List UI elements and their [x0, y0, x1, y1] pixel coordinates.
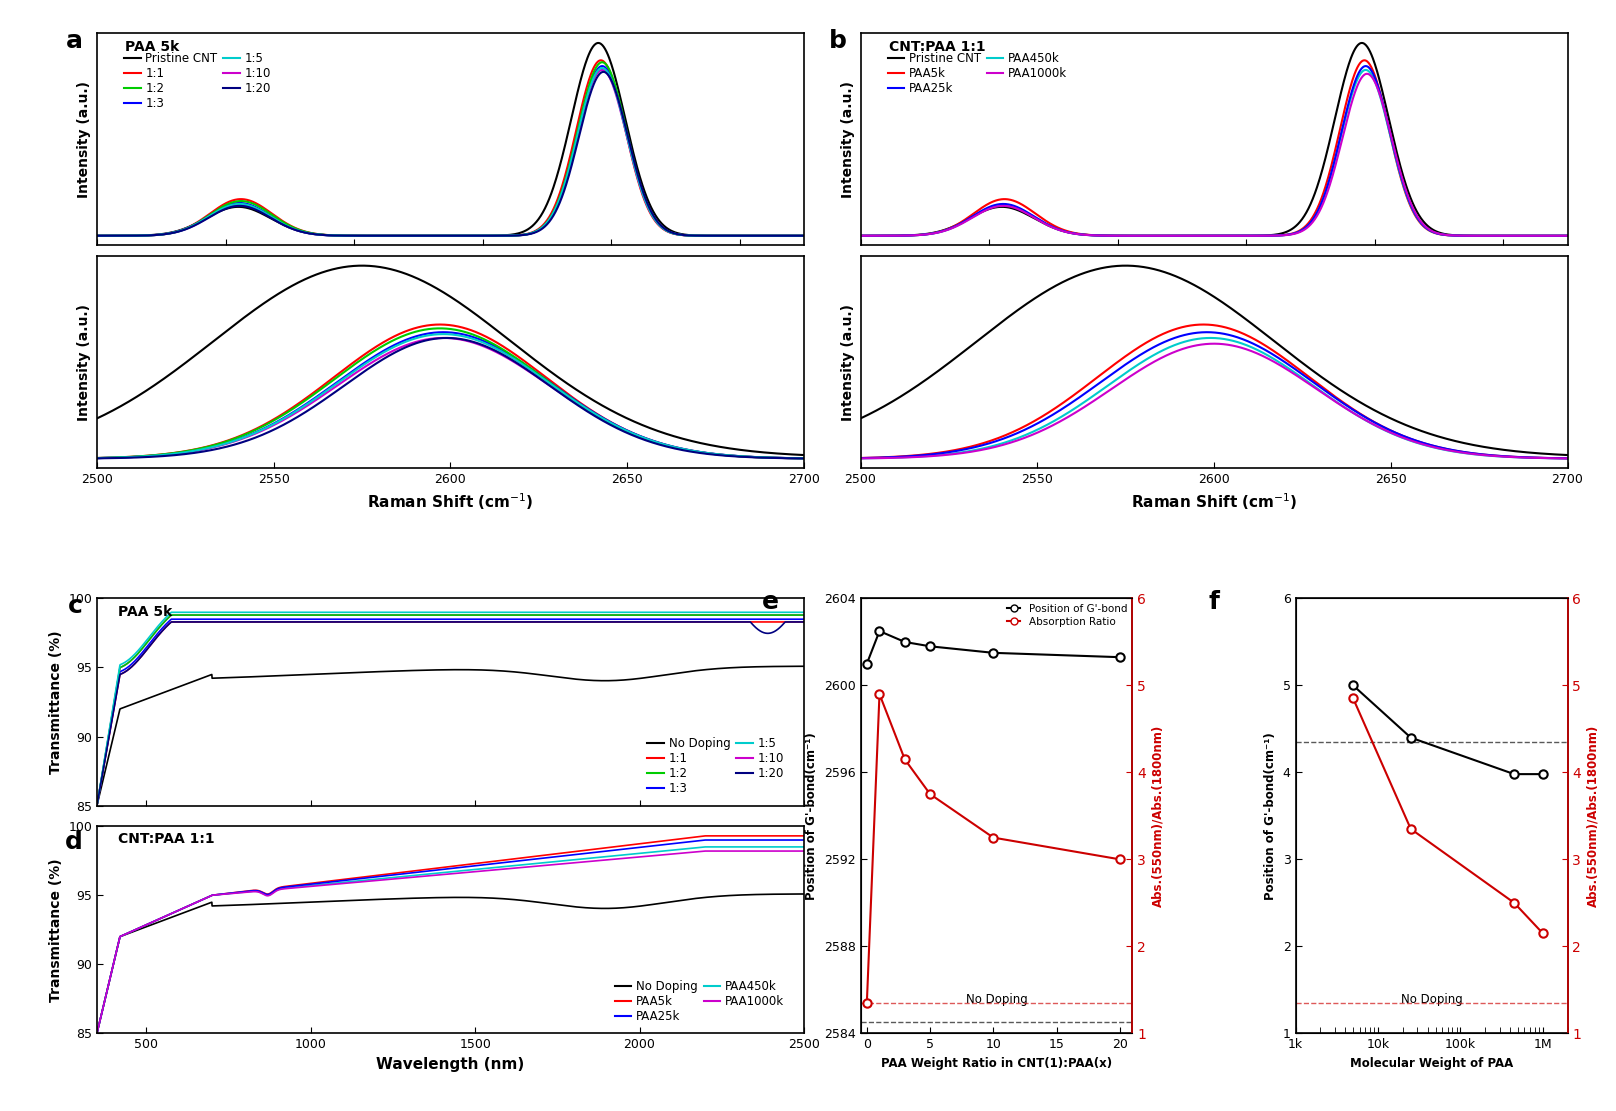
Y-axis label: Abs.(550nm)/Abs.(1800nm): Abs.(550nm)/Abs.(1800nm) [1152, 724, 1165, 907]
Text: PAA 5k: PAA 5k [126, 40, 179, 53]
Y-axis label: Intensity (a.u.): Intensity (a.u.) [78, 303, 92, 421]
Text: d: d [65, 830, 82, 854]
X-axis label: Molecular Weight of PAA: Molecular Weight of PAA [1349, 1057, 1513, 1070]
Text: a: a [66, 29, 82, 53]
Text: b: b [829, 29, 847, 53]
Text: PAA 5k: PAA 5k [118, 604, 173, 619]
Y-axis label: Intensity (a.u.): Intensity (a.u.) [78, 81, 92, 198]
X-axis label: Raman Shift (cm$^{-1}$): Raman Shift (cm$^{-1}$) [1131, 491, 1298, 512]
Text: No Doping: No Doping [1401, 993, 1462, 1005]
Y-axis label: Position of G'-bond(cm⁻¹): Position of G'-bond(cm⁻¹) [1264, 732, 1277, 900]
Y-axis label: Transmittance (%): Transmittance (%) [48, 858, 63, 1001]
Text: e: e [761, 590, 779, 613]
Text: CNT:PAA 1:1: CNT:PAA 1:1 [118, 832, 215, 847]
X-axis label: PAA Weight Ratio in CNT(1):PAA(x): PAA Weight Ratio in CNT(1):PAA(x) [881, 1057, 1112, 1070]
Legend: No Doping, PAA5k, PAA25k, PAA450k, PAA1000k: No Doping, PAA5k, PAA25k, PAA450k, PAA10… [614, 980, 784, 1023]
Text: f: f [1209, 590, 1220, 613]
X-axis label: Wavelength (nm): Wavelength (nm) [377, 1057, 525, 1072]
Legend: Pristine CNT, 1:1, 1:2, 1:3, 1:5, 1:10, 1:20: Pristine CNT, 1:1, 1:2, 1:3, 1:5, 1:10, … [124, 52, 271, 110]
Legend: Position of G'-bond, Absorption Ratio: Position of G'-bond, Absorption Ratio [1007, 603, 1128, 627]
Legend: No Doping, 1:1, 1:2, 1:3, 1:5, 1:10, 1:20: No Doping, 1:1, 1:2, 1:3, 1:5, 1:10, 1:2… [648, 737, 784, 795]
Text: No Doping: No Doping [966, 993, 1028, 1005]
Y-axis label: Intensity (a.u.): Intensity (a.u.) [840, 81, 855, 198]
Legend: Pristine CNT, PAA5k, PAA25k, PAA450k, PAA1000k: Pristine CNT, PAA5k, PAA25k, PAA450k, PA… [887, 52, 1067, 96]
Y-axis label: Transmittance (%): Transmittance (%) [48, 630, 63, 774]
Y-axis label: Abs.(550nm)/Abs.(1800nm): Abs.(550nm)/Abs.(1800nm) [1587, 724, 1600, 907]
Y-axis label: Position of G'-bond(cm⁻¹): Position of G'-bond(cm⁻¹) [805, 732, 818, 900]
Text: CNT:PAA 1:1: CNT:PAA 1:1 [889, 40, 986, 53]
Text: c: c [68, 594, 82, 619]
X-axis label: Raman Shift (cm$^{-1}$): Raman Shift (cm$^{-1}$) [367, 491, 533, 512]
Y-axis label: Intensity (a.u.): Intensity (a.u.) [840, 303, 855, 421]
